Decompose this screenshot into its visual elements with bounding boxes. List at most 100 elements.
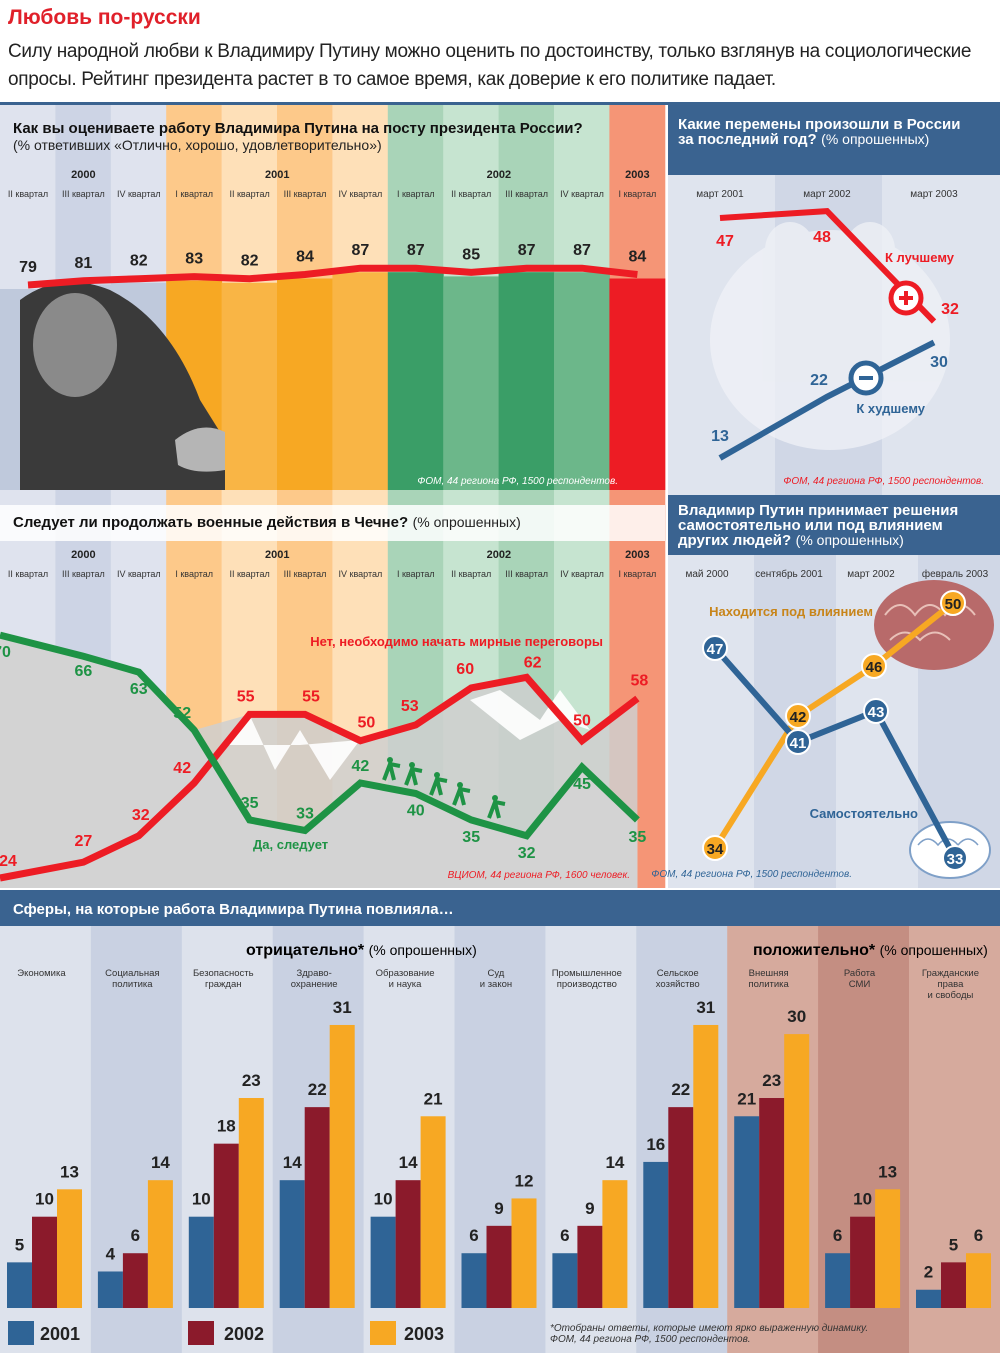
bar (486, 1225, 512, 1308)
bar-value-label: 6 (131, 1226, 140, 1245)
bar-value-label: 2 (924, 1263, 933, 1282)
changes-date-label: март 2003 (910, 189, 958, 200)
no-negotiate-data-label: 27 (75, 833, 93, 850)
yes-continue-data-label: 52 (173, 705, 191, 722)
no-negotiate-data-label: 50 (358, 715, 376, 732)
rating-data-label: 87 (573, 242, 591, 259)
bar-value-label: 12 (515, 1171, 534, 1190)
chechnya-quarter-label: I квартал (619, 569, 657, 579)
rating-quarter-label: III квартал (284, 189, 327, 199)
bar-value-label: 6 (974, 1226, 983, 1245)
brain-icon (874, 580, 994, 670)
yes-continue-data-label: 63 (130, 681, 148, 698)
rating-area-fill (498, 272, 555, 490)
category-label: граждан (205, 979, 241, 990)
changes-date-label: март 2002 (803, 189, 851, 200)
rating-quarter-label: IV квартал (560, 189, 604, 199)
yes-continue-legend: Да, следует (253, 837, 328, 852)
independent-marker (942, 845, 968, 871)
chechnya-quarter-label: IV квартал (560, 569, 604, 579)
soldier-head (457, 782, 463, 788)
rating-quarter-label: IV квартал (117, 189, 161, 199)
chechnya-year-label: 2002 (487, 549, 511, 561)
influenced-data-label: 50 (945, 596, 962, 613)
influenced-marker (861, 653, 887, 679)
legend-swatch (370, 1321, 396, 1345)
category-label: Безопасность (193, 968, 254, 979)
rating-data-label: 81 (75, 255, 93, 272)
bar-value-label: 31 (333, 998, 352, 1017)
category-label: и свободы (928, 990, 974, 1001)
influenced-data-label: 46 (866, 659, 883, 676)
bar-value-label: 22 (671, 1080, 690, 1099)
independent-data-label: 41 (790, 735, 807, 752)
rating-area-fill (332, 272, 389, 490)
bar (916, 1289, 941, 1308)
snow-peaks (470, 690, 590, 740)
bar-value-label: 30 (787, 1007, 806, 1026)
influenced-line (712, 600, 955, 850)
bar (759, 1098, 785, 1308)
worse-data-label: 13 (711, 428, 729, 445)
bar-value-label: 14 (151, 1153, 170, 1172)
bar (395, 1180, 421, 1308)
independent-marker (702, 635, 728, 661)
changes-chart-header: Какие перемены произошли в России за пос… (668, 105, 1000, 175)
chechnya-quarter-label: II квартал (451, 569, 491, 579)
no-negotiate-data-label: 62 (524, 654, 542, 671)
chechnya-quarter-label: II квартал (8, 569, 48, 579)
category-label: хозяйство (656, 979, 700, 990)
footnote-1: *Отобраны ответы, которые имеют ярко выр… (550, 1323, 869, 1334)
negative-unit: (% опрошенных) (368, 942, 477, 958)
category-label: Образование (376, 968, 435, 979)
rating-quarter-label: I квартал (397, 189, 435, 199)
category-label: Суд (488, 968, 505, 979)
rating-quarter-label: I квартал (175, 189, 213, 199)
category-label: права (937, 979, 964, 990)
chechnya-quarter-label: II квартал (229, 569, 269, 579)
soldiers-icon (429, 772, 448, 796)
rating-quarter-label: II квартал (229, 189, 269, 199)
bar (57, 1189, 82, 1308)
bar (966, 1253, 991, 1308)
bar-value-label: 13 (878, 1162, 897, 1181)
legend-swatch (188, 1321, 214, 1345)
bar (825, 1253, 851, 1308)
rating-data-label: 83 (185, 251, 203, 268)
plus-sign (899, 291, 913, 305)
independent-marker (785, 729, 811, 755)
worse-data-label: 30 (930, 354, 948, 371)
bar (941, 1262, 966, 1308)
no-negotiate-data-label: 50 (573, 713, 591, 730)
bar (213, 1143, 239, 1308)
bar-value-label: 14 (283, 1153, 302, 1172)
bar (875, 1189, 901, 1308)
soldier-body (382, 761, 401, 781)
bar (850, 1216, 876, 1308)
decisions-chart-title: Владимир Путин принимает решения самосто… (678, 502, 959, 549)
chechnya-title-band (0, 505, 665, 541)
emblem-wings (710, 230, 950, 450)
emblem-head-left (765, 222, 815, 278)
influenced-data-label: 34 (707, 841, 724, 858)
category-label: охранение (291, 979, 338, 990)
independent-data-label: 47 (707, 641, 724, 658)
chechnya-chart-heading: Следует ли продолжать военные действия в… (13, 514, 521, 532)
yes-continue-data-label: 35 (629, 829, 647, 846)
no-negotiate-data-label: 58 (631, 672, 649, 689)
yes-continue-data-label: 45 (573, 776, 591, 793)
influenced-marker (702, 835, 728, 861)
bar-value-label: 9 (585, 1199, 594, 1218)
influenced-marker (785, 703, 811, 729)
bar-value-label: 13 (60, 1162, 79, 1181)
rating-quarter-label: III квартал (62, 189, 105, 199)
bar (147, 1180, 173, 1308)
no-negotiate-data-label: 24 (0, 853, 17, 870)
soldier-head (492, 795, 498, 801)
rating-area-fill (387, 272, 444, 490)
bar (420, 1116, 446, 1308)
bar-value-label: 10 (374, 1190, 393, 1209)
bar-value-label: 21 (424, 1089, 443, 1108)
chechnya-quarter-label: III квартал (62, 569, 105, 579)
